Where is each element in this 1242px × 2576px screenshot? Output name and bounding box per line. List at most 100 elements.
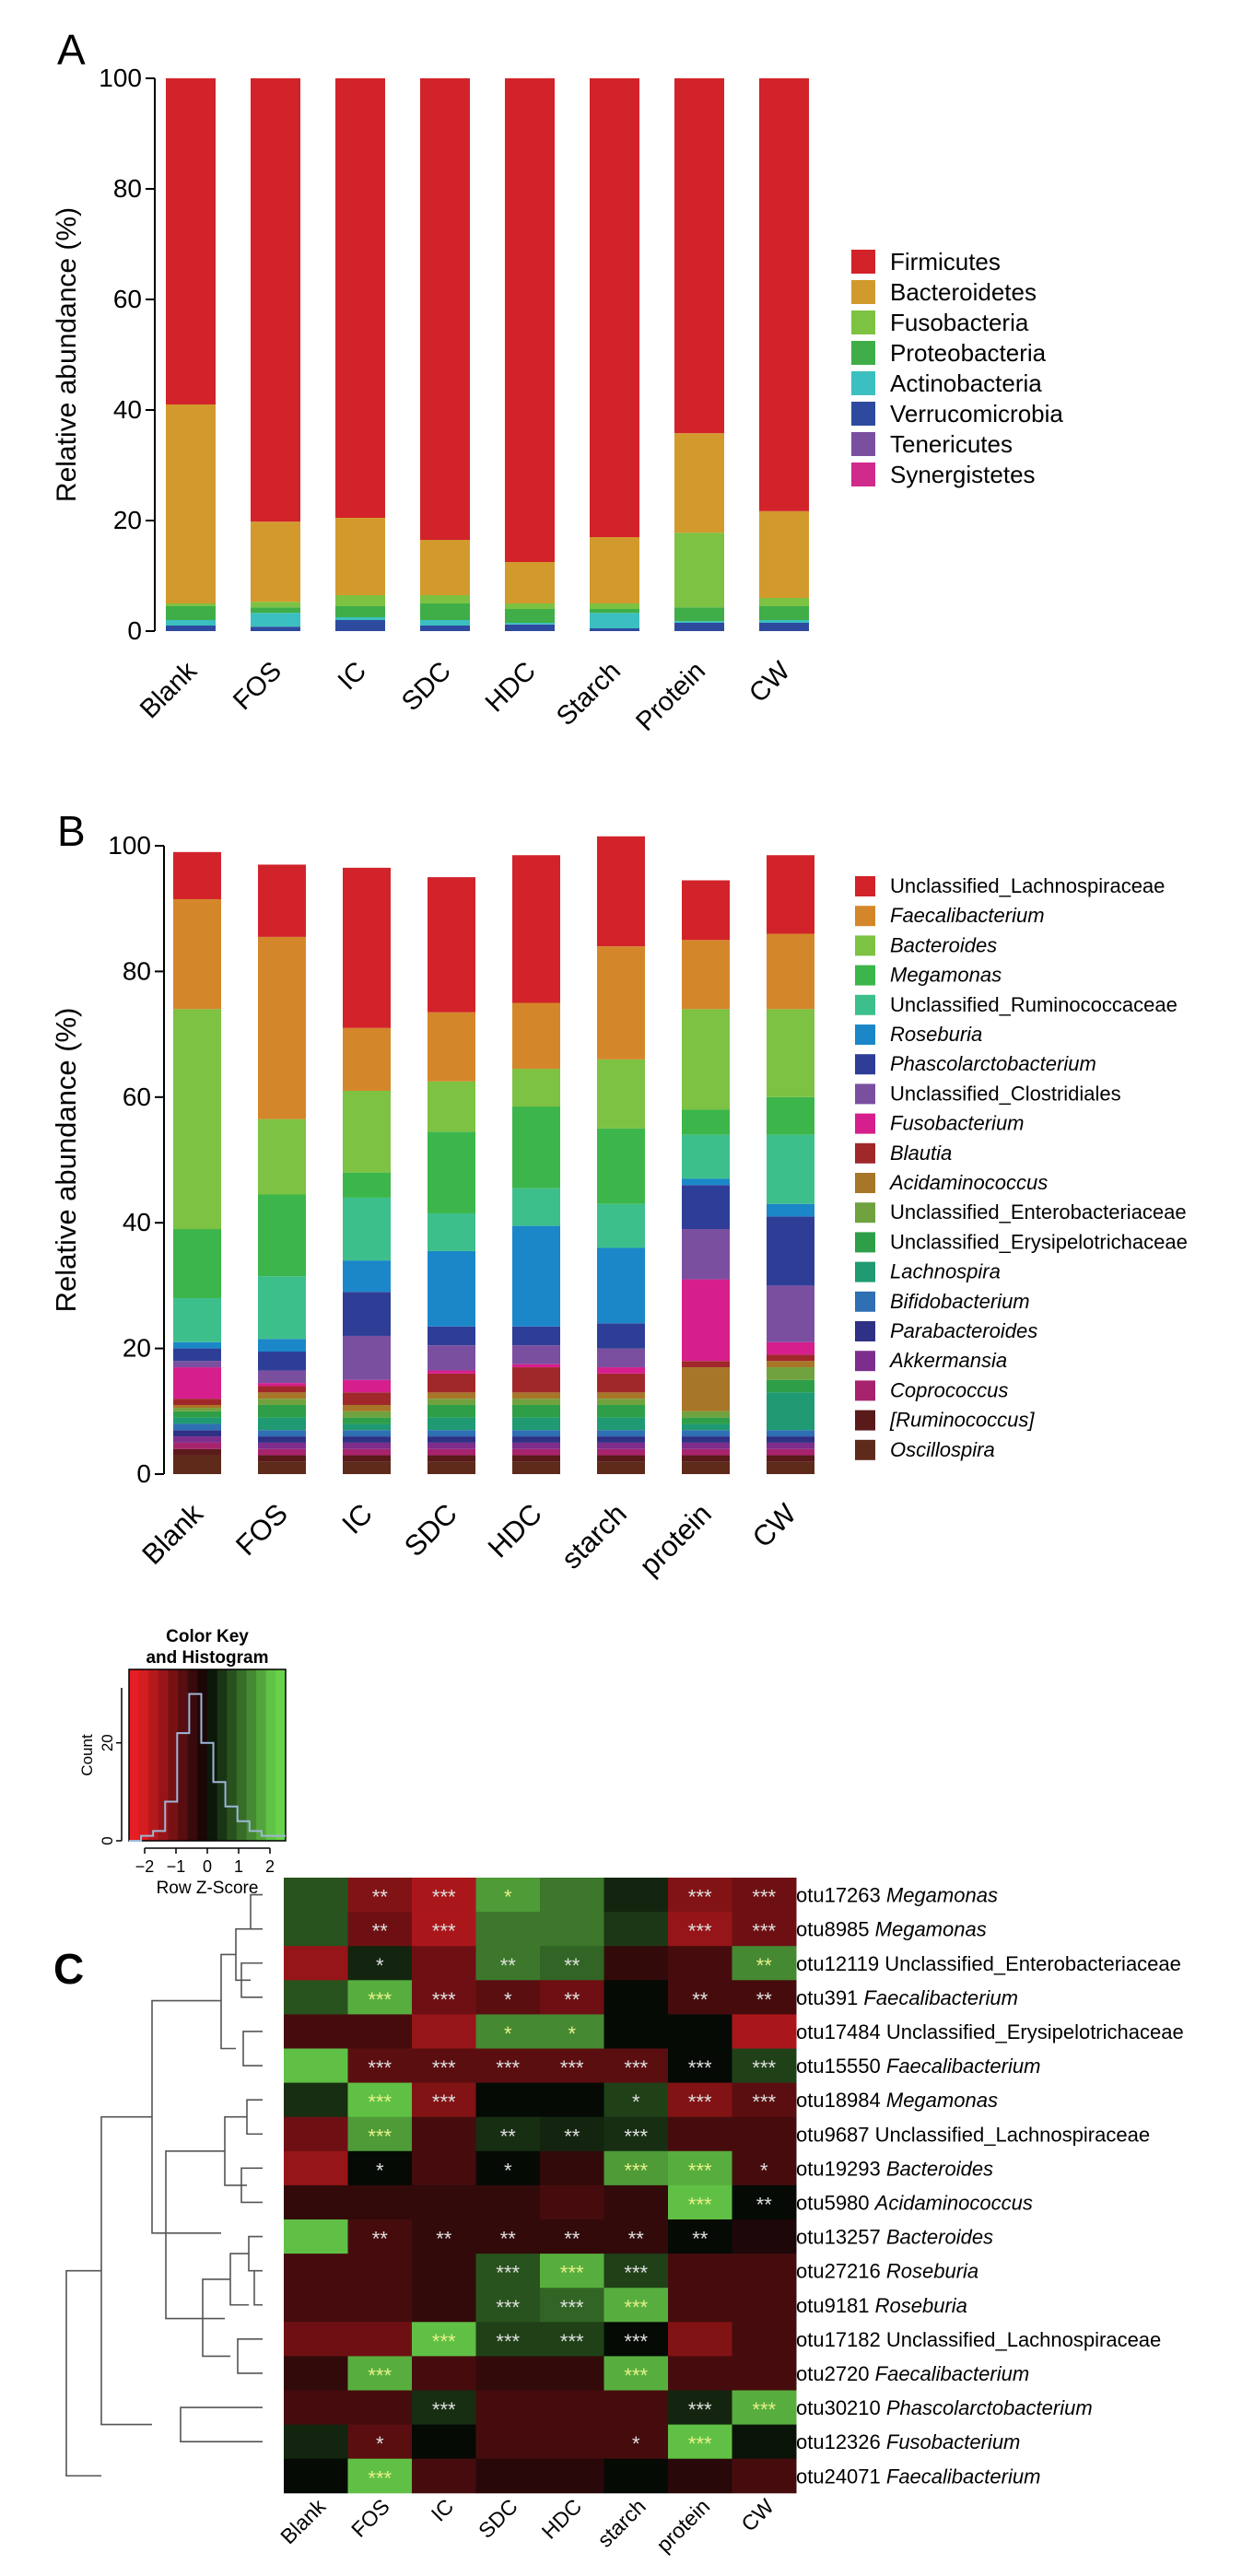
legend-swatch: [855, 1291, 875, 1312]
significance-stars: ***: [368, 2125, 392, 2148]
bar-segment-sdc-verrucomicrobia: [420, 626, 470, 631]
row-label: otu8985 Megamonas: [796, 1918, 987, 1941]
bar-segment-hdc-faecalibacterium: [512, 1002, 560, 1070]
y-tick-label: 60: [123, 1083, 151, 1111]
bar-segment-fos-phascolarctobacterium: [258, 1352, 306, 1371]
bar-segment-hdc-megamonas: [512, 1107, 560, 1188]
heatmap-cell: [412, 2390, 476, 2426]
column-label: HDC: [537, 2494, 587, 2544]
bar-segment-sdc-fusobacteria: [420, 595, 470, 603]
bar-segment-starch-acidaminococcus: [597, 1392, 645, 1399]
heatmap-cell: [668, 2048, 732, 2084]
bar-segment-sdc-parabacteroides: [428, 1436, 475, 1443]
heatmap-cell: [540, 2184, 604, 2220]
legend-swatch: [855, 906, 875, 927]
legend-swatch: [855, 876, 875, 896]
legend-swatch: [855, 1173, 875, 1193]
taxon-name: Bacteroides: [886, 2226, 993, 2249]
bar-segment-blank-fusobacterium: [173, 1367, 221, 1399]
bar-segment-ic-verrucomicrobia: [335, 620, 385, 631]
bar-segment-blank-roseburia: [173, 1341, 221, 1349]
bar-segment-cw-phascolarctobacterium: [767, 1216, 814, 1286]
column-label: protein: [651, 2494, 714, 2557]
heatmap-cell: [603, 1946, 669, 1981]
bar-segment-fos-roseburia: [258, 1339, 306, 1352]
bar-segment-fos-blautia: [258, 1386, 306, 1393]
heatmap-cell: [732, 2390, 797, 2426]
heatmap-cell: [347, 2390, 413, 2426]
significance-stars: ***: [432, 1988, 456, 2011]
bar-segment-fos-unclassified-ruminococcaceae: [258, 1276, 306, 1340]
taxon-name: Unclassified_Erysipelotrichaceae: [886, 2020, 1184, 2043]
heatmap-cell: [732, 1878, 797, 1913]
heatmap-cell: [475, 2458, 541, 2494]
heatmap-cell: [540, 1878, 604, 1913]
x-tick-label: CW: [746, 1497, 803, 1554]
bar-segment-cw-parabacteroides: [767, 1436, 814, 1443]
significance-stars: **: [500, 2228, 517, 2251]
heatmap-cell: [284, 1980, 348, 2015]
color-key-histogram: [129, 1692, 286, 1842]
significance-stars: ***: [560, 2296, 584, 2319]
bar-segment-cw-bifidobacterium: [767, 1430, 814, 1437]
heatmap-cell: [284, 2254, 348, 2289]
bar-segment-fos-acidaminococcus: [258, 1392, 306, 1399]
bar-segment-sdc-blautia: [428, 1373, 475, 1393]
y-tick-label: 20: [113, 506, 142, 534]
heatmap-cell: [540, 2458, 604, 2494]
legend-entry: Firmicutes: [890, 248, 1001, 275]
legend-swatch: [855, 1054, 875, 1075]
heatmap-cell: [284, 2458, 348, 2494]
bar-segment-blank-unclassified-ruminococcaceae: [173, 1298, 221, 1342]
significance-stars: **: [756, 1988, 773, 2011]
bar-segment-hdc-fusobacterium: [512, 1364, 560, 1368]
significance-stars: ***: [432, 2056, 456, 2079]
row-label: otu12326 Fusobacterium: [796, 2430, 1020, 2453]
legend-entry: Bacteroides: [890, 933, 997, 956]
heatmap-cell: [412, 2184, 476, 2220]
legend-swatch: [855, 1025, 875, 1045]
significance-stars: ***: [688, 2090, 712, 2113]
significance-stars: *: [760, 2159, 768, 2182]
heatmap-cell: [603, 2184, 669, 2220]
zscore-tick-label: 0: [203, 1857, 212, 1876]
bar-segment-ic-oscillospira: [343, 1461, 391, 1474]
bar-segment-cw-firmicutes: [759, 78, 809, 511]
column-label: CW: [736, 2494, 779, 2536]
bar-segment-cw-verrucomicrobia: [759, 623, 809, 631]
bar-segment-cw-actinobacteria: [759, 620, 809, 623]
legend-swatch: [851, 402, 875, 426]
heatmap-cell: [412, 2458, 476, 2494]
color-key-frame: [128, 1669, 287, 1842]
bar-segment-ic--ruminococcus-: [343, 1455, 391, 1462]
bar-segment-sdc-akkermansia: [428, 1442, 475, 1449]
bar-segment-starch-fusobacterium: [597, 1367, 645, 1374]
significance-stars: **: [372, 1920, 389, 1943]
bar-segment-fos-akkermansia: [258, 1442, 306, 1449]
legend-entry: [Ruminococcus]: [889, 1409, 1035, 1432]
heatmap-cell: [540, 1912, 604, 1947]
heatmap-cell: [412, 1946, 476, 1981]
bar-segment-fos-bacteroidetes: [251, 521, 300, 603]
heatmap-cell: [668, 2116, 732, 2152]
significance-stars: **: [436, 2228, 452, 2251]
heatmap-cell: [412, 2219, 476, 2254]
heatmap-cell: [540, 2014, 604, 2049]
y-axis-label: Relative abundance (%): [52, 207, 82, 502]
bar-segment-starch-coprococcus: [597, 1448, 645, 1456]
otu-id: otu12119: [796, 1952, 885, 1975]
legend-entry: Faecalibacterium: [890, 904, 1045, 927]
bar-segment-protein-fusobacterium: [682, 1279, 730, 1362]
bar-segment-hdc-actinobacteria: [505, 623, 555, 625]
bar-segment-fos-bifidobacterium: [258, 1430, 306, 1437]
legend-entry: Bifidobacterium: [890, 1290, 1030, 1313]
bar-segment-fos-bacteroides: [258, 1118, 306, 1195]
bar-segment-fos-unclassified-clostridiales: [258, 1370, 306, 1384]
bar-segment-ic-lachnospira: [343, 1423, 391, 1431]
legend-entry: Actinobacteria: [890, 369, 1042, 397]
significance-stars: ***: [432, 1920, 456, 1943]
heatmap-cell: [284, 1878, 348, 1913]
column-label: Blank: [275, 2494, 330, 2548]
heatmap-cell: [540, 2082, 604, 2118]
bar-segment-protein-lachnospira: [682, 1423, 730, 1431]
